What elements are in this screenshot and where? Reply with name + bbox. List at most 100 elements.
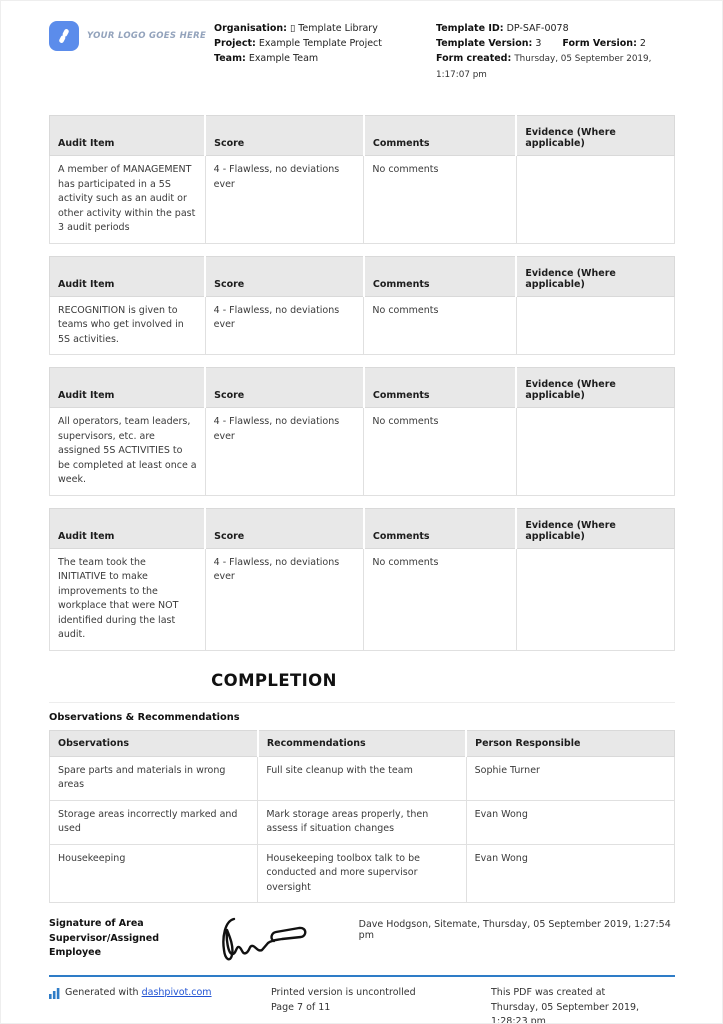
form-version-value: 2 (639, 38, 646, 49)
document-footer: Generated with dashpivot.com Printed ver… (1, 975, 722, 1024)
column-header-recommendations: Recommendations (257, 729, 468, 757)
completion-title: COMPLETION (211, 670, 337, 690)
column-header-evidence: Evidence (Where applicable) (515, 507, 676, 549)
comments-cell: No comments (363, 407, 517, 496)
organisation-value: ▯ Template Library (289, 23, 378, 34)
audit-item-cell: The team took the INITIATIVE to make imp… (49, 547, 206, 651)
table-row: Housekeeping Housekeeping toolbox talk t… (48, 843, 676, 903)
generated-prefix: Generated with (65, 987, 142, 998)
column-header-comments: Comments (363, 507, 518, 549)
logo-placeholder-text: YOUR LOGO GOES HERE (87, 31, 207, 41)
column-header-comments: Comments (363, 367, 518, 408)
page-number: Page 7 of 11 (271, 1001, 331, 1013)
observation-cell: Spare parts and materials in wrong areas (48, 755, 259, 801)
column-header-observations: Observations (48, 729, 259, 757)
signature-image (214, 913, 309, 975)
column-header-comments: Comments (363, 255, 518, 297)
form-created-label: Form created: (436, 53, 512, 64)
audit-header-row: Audit Item Score Comments Evidence (Wher… (49, 507, 676, 549)
template-version-value: 3 (535, 38, 542, 49)
table-row: Spare parts and materials in wrong areas… (48, 755, 676, 801)
score-cell: 4 - Flawless, no deviations ever (204, 547, 365, 651)
form-created-line: Form created: Thursday, 05 September 201… (436, 51, 675, 83)
recommendation-cell: Full site cleanup with the team (257, 755, 467, 801)
logo-block: YOUR LOGO GOES HERE (49, 21, 214, 83)
completion-section: COMPLETION (49, 671, 499, 690)
column-header-comments: Comments (363, 115, 518, 156)
audit-table-2: Audit Item Score Comments Evidence (Wher… (49, 255, 676, 356)
comments-cell: No comments (363, 155, 517, 244)
table-row: A member of MANAGEMENT has participated … (49, 155, 676, 244)
audit-item-cell: All operators, team leaders, supervisors… (49, 407, 206, 496)
footer-printed: Printed version is uncontrolled Page 7 o… (271, 986, 491, 1023)
comments-cell: No comments (363, 547, 517, 651)
observation-cell: Housekeeping (48, 843, 259, 903)
column-header-evidence: Evidence (Where applicable) (515, 255, 676, 297)
table-row: All operators, team leaders, supervisors… (49, 407, 676, 496)
observations-section-title: Observations & Recommendations (49, 711, 240, 723)
footer-columns: Generated with dashpivot.com Printed ver… (49, 986, 675, 1024)
evidence-cell (515, 155, 676, 244)
template-version-label: Template Version: (436, 38, 533, 49)
score-cell: 4 - Flawless, no deviations ever (204, 407, 365, 496)
recommendation-cell: Mark storage areas properly, then assess… (257, 799, 467, 845)
audit-table-1: Audit Item Score Comments Evidence (Wher… (49, 115, 676, 244)
team-label: Team: (214, 53, 246, 64)
audit-table-4: Audit Item Score Comments Evidence (Wher… (49, 507, 676, 651)
pdf-created-text: This PDF was created at Thursday, 05 Sep… (491, 987, 640, 1024)
form-version-label: Form Version: (562, 38, 637, 49)
table-row: RECOGNITION is given to teams who get in… (49, 295, 676, 355)
template-id-value: DP-SAF-0078 (506, 23, 569, 34)
audit-header-row: Audit Item Score Comments Evidence (Wher… (49, 255, 676, 297)
table-row: The team took the INITIATIVE to make imp… (49, 547, 676, 651)
footer-divider (49, 975, 675, 977)
evidence-cell (515, 547, 676, 651)
organisation-label: Organisation: (214, 23, 287, 34)
column-header-audit-item: Audit Item (49, 115, 207, 156)
project-line: Project: Example Template Project (214, 36, 436, 51)
sitemate-logo-icon (49, 21, 79, 51)
form-body: Audit Item Score Comments Evidence (Wher… (1, 93, 722, 975)
printed-uncontrolled-text: Printed version is uncontrolled (271, 987, 416, 998)
audit-table-3: Audit Item Score Comments Evidence (Wher… (49, 367, 676, 496)
observations-section: Observations & Recommendations Observati… (48, 701, 676, 904)
signature-detail: Dave Hodgson, Sitemate, Thursday, 05 Sep… (358, 919, 671, 941)
observation-cell: Storage areas incorrectly marked and use… (48, 799, 259, 845)
column-header-evidence: Evidence (Where applicable) (515, 115, 676, 156)
signature-block: Signature of Area Supervisor/Assigned Em… (49, 917, 675, 975)
audit-item-cell: RECOGNITION is given to teams who get in… (49, 295, 206, 355)
column-header-score: Score (204, 507, 365, 549)
form-created-value: Thursday, 05 September 2019, 1:17:07 pm (436, 54, 652, 80)
template-id-line: Template ID: DP-SAF-0078 (436, 21, 675, 36)
audit-header-row: Audit Item Score Comments Evidence (Wher… (49, 367, 676, 408)
footer-generated: Generated with dashpivot.com (49, 986, 271, 1023)
audit-item-cell: A member of MANAGEMENT has participated … (49, 155, 206, 244)
column-header-score: Score (204, 255, 365, 297)
column-header-audit-item: Audit Item (49, 507, 207, 549)
dashpivot-link[interactable]: dashpivot.com (141, 987, 212, 998)
column-header-person-responsible: Person Responsible (465, 729, 676, 757)
observations-header-row: Observations Recommendations Person Resp… (48, 729, 676, 757)
generated-with-text: Generated with dashpivot.com (65, 986, 212, 1001)
observations-table: Observations Recommendations Person Resp… (48, 729, 676, 904)
organisation-line: Organisation: ▯ Template Library (214, 21, 436, 36)
project-label: Project: (214, 38, 256, 49)
bar-chart-icon (49, 988, 60, 1005)
person-cell: Evan Wong (465, 843, 676, 903)
evidence-cell (515, 407, 676, 496)
column-header-evidence: Evidence (Where applicable) (515, 367, 676, 408)
person-cell: Sophie Turner (465, 755, 676, 801)
audit-header-row: Audit Item Score Comments Evidence (Wher… (49, 115, 676, 156)
score-cell: 4 - Flawless, no deviations ever (204, 155, 365, 244)
person-cell: Evan Wong (465, 799, 676, 845)
table-row: Storage areas incorrectly marked and use… (48, 799, 676, 845)
column-header-score: Score (204, 367, 365, 408)
document-header: YOUR LOGO GOES HERE Organisation: ▯ Temp… (1, 1, 722, 83)
column-header-audit-item: Audit Item (49, 255, 207, 297)
column-header-score: Score (204, 115, 365, 156)
template-id-label: Template ID: (436, 23, 504, 34)
organisation-block: Organisation: ▯ Template Library Project… (214, 21, 436, 83)
evidence-cell (515, 295, 676, 355)
project-value: Example Template Project (258, 38, 382, 49)
footer-created: This PDF was created at Thursday, 05 Sep… (491, 986, 651, 1024)
